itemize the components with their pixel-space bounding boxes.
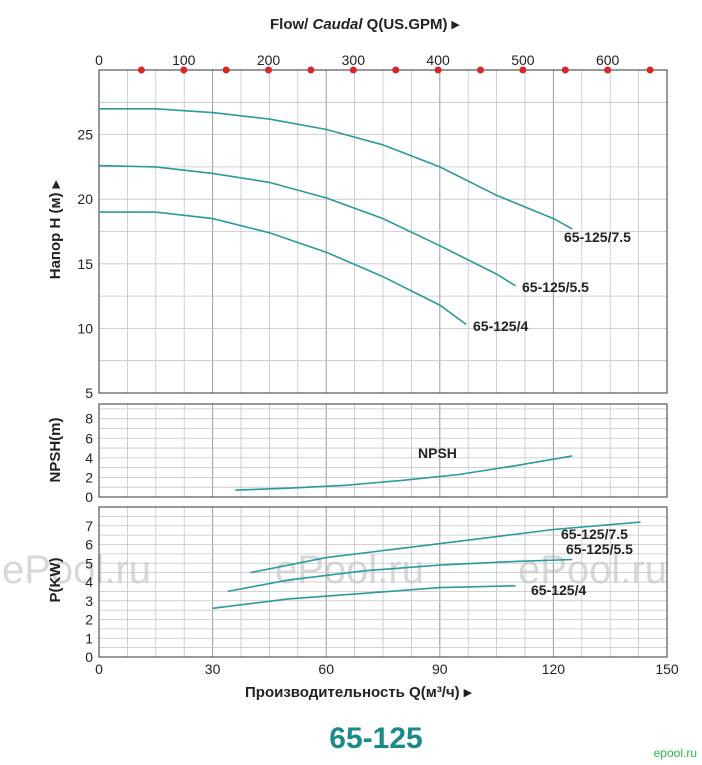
gpm-marker-dot bbox=[646, 66, 654, 74]
series-line-65-125-7-5 bbox=[99, 108, 573, 230]
gpm-marker-dot bbox=[392, 66, 400, 74]
watermark-text: ePool.ru bbox=[518, 548, 667, 592]
arrow-right-icon: ▸ bbox=[448, 16, 461, 33]
watermark-text: ePool.ru bbox=[2, 548, 151, 592]
series-line-65-125-4 bbox=[212, 585, 516, 610]
curve-label-npsh: NPSH bbox=[418, 445, 457, 461]
y-tick-label: 5 bbox=[85, 555, 93, 571]
gpm-marker-dot bbox=[604, 66, 612, 74]
top-tick-label: 400 bbox=[426, 52, 450, 68]
series-line-65-125-7-5 bbox=[250, 521, 641, 574]
top-axis-title: Flow/ Caudal Q(US.GPM) ▸ bbox=[270, 16, 461, 33]
top-tick-label: 100 bbox=[172, 52, 196, 68]
panel-frame bbox=[98, 506, 668, 658]
top-tick-label: 200 bbox=[257, 52, 281, 68]
arrow-up-icon: ▸ bbox=[47, 179, 64, 192]
curve-label-power-4: 65-125/4 bbox=[531, 582, 586, 598]
y-tick-label: 3 bbox=[85, 593, 93, 609]
gpm-marker-dot bbox=[265, 66, 273, 74]
y-tick-label: 0 bbox=[85, 649, 93, 665]
series-line-65-125-5-5 bbox=[227, 558, 573, 593]
top-axis-gpm: 0 100 200 300 400 500 600 bbox=[95, 52, 654, 74]
top-tick-label: 300 bbox=[342, 52, 366, 68]
y-tick-label: 7 bbox=[85, 518, 93, 534]
y-tick-label: 4 bbox=[85, 574, 93, 590]
npsh-axis-title: NPSH(m) bbox=[47, 417, 64, 482]
panel-frame bbox=[98, 69, 668, 394]
arrow-right-icon: ▸ bbox=[460, 684, 473, 701]
series-line-65-125-4 bbox=[99, 211, 467, 326]
top-axis-title-text: Flow/ bbox=[270, 16, 313, 33]
gpm-marker-dot bbox=[222, 66, 230, 74]
y-tick-label: 8 bbox=[85, 411, 93, 427]
gpm-marker-dot bbox=[307, 66, 315, 74]
gpm-marker-dot bbox=[519, 66, 527, 74]
y-tick-label: 5 bbox=[85, 385, 93, 401]
y-tick-label: 2 bbox=[85, 612, 93, 628]
gpm-marker-dot bbox=[349, 66, 357, 74]
bottom-axis-title: Производительность Q(м³/ч) ▸ bbox=[245, 684, 473, 701]
y-tick-label: 0 bbox=[85, 489, 93, 505]
head-axis-title: Напор H (м) ▸ bbox=[47, 179, 64, 279]
head-axis-title-text: Напор H (м) bbox=[47, 192, 64, 279]
top-tick-label: 500 bbox=[511, 52, 535, 68]
y-tick-label: 10 bbox=[77, 320, 93, 336]
x-tick-label: 30 bbox=[205, 661, 221, 677]
gpm-marker-dot bbox=[434, 66, 442, 74]
gpm-marker-dot bbox=[561, 66, 569, 74]
y-tick-label: 2 bbox=[85, 469, 93, 485]
top-axis-title-italic: Caudal bbox=[313, 16, 364, 33]
x-tick-label: 0 bbox=[95, 661, 103, 677]
top-tick-label: 0 bbox=[95, 52, 103, 68]
top-axis-title-unit: Q(US.GPM) bbox=[363, 16, 448, 33]
panel-frame bbox=[98, 403, 668, 498]
x-tick-label: 120 bbox=[542, 661, 566, 677]
npsh-panel: 0 2 4 6 8 bbox=[85, 403, 668, 505]
x-tick-label: 60 bbox=[318, 661, 334, 677]
x-tick-label: 150 bbox=[655, 661, 679, 677]
y-tick-label: 6 bbox=[85, 537, 93, 553]
curve-label-head-5-5: 65-125/5.5 bbox=[522, 279, 589, 295]
curve-label-power-5-5: 65-125/5.5 bbox=[566, 541, 633, 557]
curve-label-head-7-5: 65-125/7.5 bbox=[564, 229, 631, 245]
y-tick-label: 25 bbox=[77, 127, 93, 143]
bottom-axis-title-text: Производительность Q(м³/ч) bbox=[245, 684, 460, 701]
gpm-marker-dot bbox=[137, 66, 145, 74]
series-line-npsh bbox=[235, 455, 573, 491]
y-tick-label: 20 bbox=[77, 191, 93, 207]
y-tick-label: 6 bbox=[85, 430, 93, 446]
top-tick-label: 600 bbox=[596, 52, 620, 68]
gpm-marker-dot bbox=[476, 66, 484, 74]
curve-label-power-7-5: 65-125/7.5 bbox=[561, 526, 628, 542]
x-tick-label: 90 bbox=[432, 661, 448, 677]
gpm-marker-dot bbox=[180, 66, 188, 74]
power-axis-title: P(KW) bbox=[47, 558, 64, 603]
site-logo: epool.ru bbox=[654, 746, 697, 760]
y-tick-label: 4 bbox=[85, 450, 93, 466]
y-tick-label: 15 bbox=[77, 256, 93, 272]
curve-label-head-4: 65-125/4 bbox=[473, 318, 528, 334]
y-tick-label: 1 bbox=[85, 630, 93, 646]
curve-labels: 65-125/7.565-125/5.565-125/4NPSH65-125/7… bbox=[418, 229, 633, 598]
model-title: 65-125 bbox=[329, 722, 422, 755]
head-panel: 5 10 15 20 25 bbox=[77, 69, 668, 401]
series-line-65-125-5-5 bbox=[98, 164, 516, 287]
